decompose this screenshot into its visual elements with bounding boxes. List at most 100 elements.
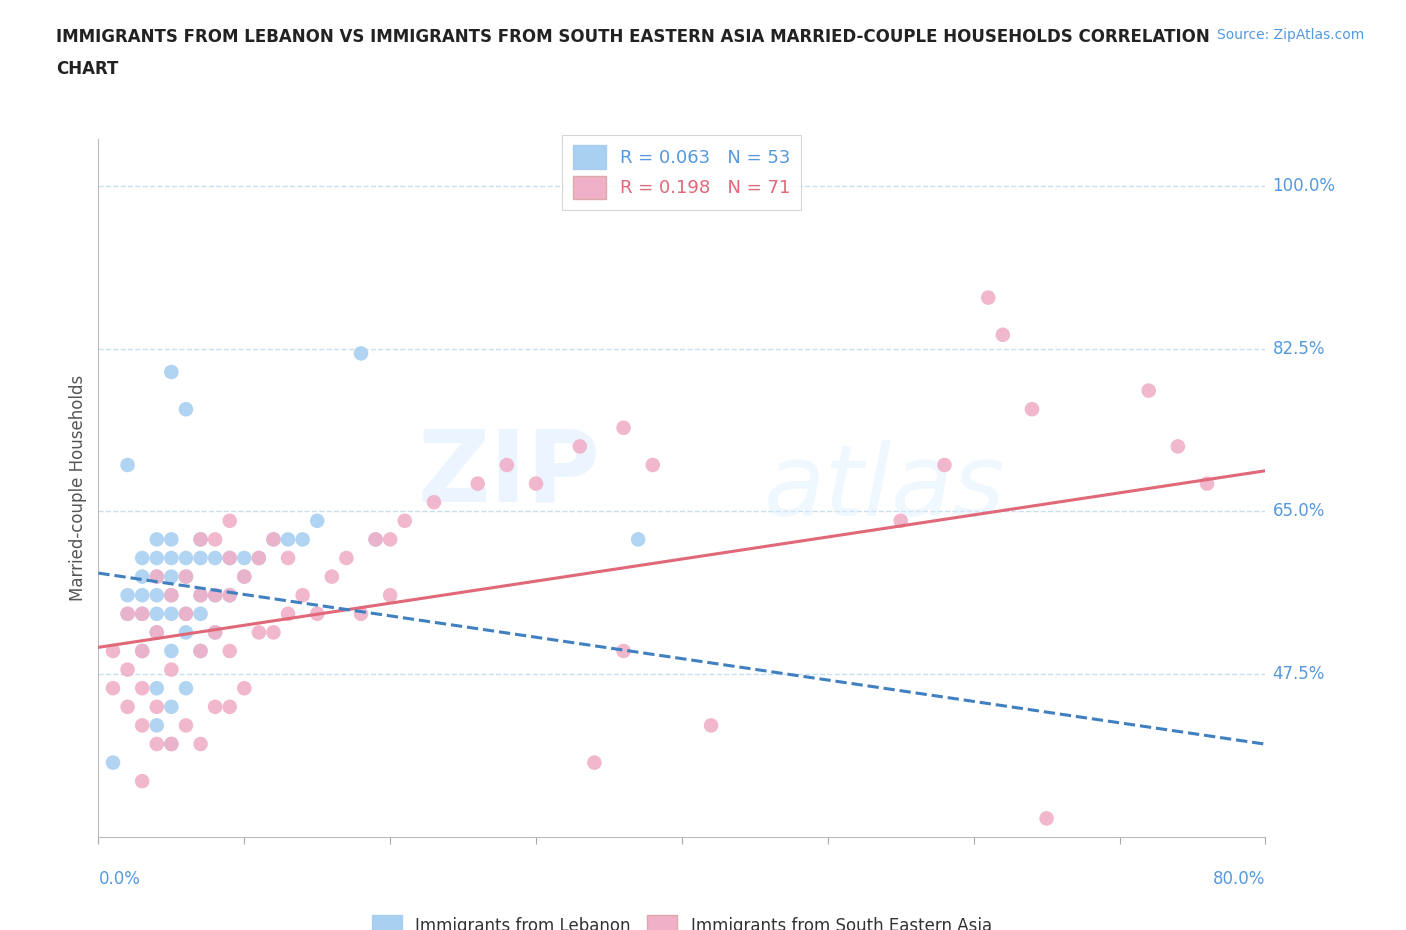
- Point: [117, 606, 139, 621]
- Point: [160, 662, 183, 677]
- Point: [467, 476, 489, 491]
- Point: [146, 569, 169, 584]
- Point: [1195, 476, 1218, 491]
- Point: [131, 644, 153, 658]
- Point: [977, 290, 1000, 305]
- Point: [583, 755, 606, 770]
- Point: [233, 569, 256, 584]
- Text: 100.0%: 100.0%: [1272, 177, 1336, 195]
- Point: [934, 458, 956, 472]
- Point: [131, 588, 153, 603]
- Point: [364, 532, 387, 547]
- Point: [190, 532, 212, 547]
- Point: [247, 625, 270, 640]
- Point: [233, 551, 256, 565]
- Point: [495, 458, 517, 472]
- Point: [204, 699, 226, 714]
- Point: [117, 588, 139, 603]
- Point: [146, 699, 169, 714]
- Point: [378, 588, 402, 603]
- Point: [773, 923, 796, 930]
- Text: ZIP: ZIP: [418, 426, 600, 523]
- Point: [146, 532, 169, 547]
- Point: [1137, 383, 1160, 398]
- Point: [218, 644, 240, 658]
- Point: [247, 551, 270, 565]
- Point: [204, 625, 226, 640]
- Text: IMMIGRANTS FROM LEBANON VS IMMIGRANTS FROM SOUTH EASTERN ASIA MARRIED-COUPLE HOU: IMMIGRANTS FROM LEBANON VS IMMIGRANTS FR…: [56, 28, 1211, 46]
- Point: [160, 551, 183, 565]
- Point: [190, 532, 212, 547]
- Point: [174, 606, 197, 621]
- Point: [101, 644, 124, 658]
- Text: atlas: atlas: [763, 440, 1005, 537]
- Point: [204, 588, 226, 603]
- Text: CHART: CHART: [56, 60, 118, 78]
- Point: [204, 532, 226, 547]
- Point: [890, 513, 912, 528]
- Point: [612, 644, 634, 658]
- Point: [394, 513, 416, 528]
- Point: [307, 513, 329, 528]
- Point: [146, 681, 169, 696]
- Point: [190, 644, 212, 658]
- Text: 47.5%: 47.5%: [1272, 665, 1324, 684]
- Text: 80.0%: 80.0%: [1213, 870, 1265, 887]
- Point: [350, 346, 373, 361]
- Point: [174, 681, 197, 696]
- Point: [218, 699, 240, 714]
- Point: [262, 532, 284, 547]
- Point: [321, 569, 343, 584]
- Point: [131, 569, 153, 584]
- Point: [204, 588, 226, 603]
- Point: [277, 532, 299, 547]
- Point: [218, 513, 240, 528]
- Point: [131, 774, 153, 789]
- Point: [160, 569, 183, 584]
- Point: [146, 625, 169, 640]
- Point: [190, 551, 212, 565]
- Point: [233, 569, 256, 584]
- Point: [364, 532, 387, 547]
- Point: [146, 569, 169, 584]
- Point: [160, 532, 183, 547]
- Point: [131, 606, 153, 621]
- Point: [131, 718, 153, 733]
- Point: [174, 625, 197, 640]
- Point: [190, 588, 212, 603]
- Point: [174, 569, 197, 584]
- Text: 0.0%: 0.0%: [98, 870, 141, 887]
- Text: 65.0%: 65.0%: [1272, 502, 1324, 521]
- Point: [160, 588, 183, 603]
- Point: [146, 718, 169, 733]
- Point: [160, 365, 183, 379]
- Point: [890, 923, 912, 930]
- Point: [262, 625, 284, 640]
- Point: [233, 681, 256, 696]
- Point: [117, 699, 139, 714]
- Point: [627, 532, 650, 547]
- Point: [204, 551, 226, 565]
- Point: [204, 625, 226, 640]
- Point: [641, 458, 664, 472]
- Point: [146, 588, 169, 603]
- Point: [1167, 439, 1189, 454]
- Point: [291, 588, 314, 603]
- Point: [160, 699, 183, 714]
- Text: Source: ZipAtlas.com: Source: ZipAtlas.com: [1216, 28, 1364, 42]
- Point: [190, 644, 212, 658]
- Point: [277, 606, 299, 621]
- Point: [174, 569, 197, 584]
- Point: [291, 532, 314, 547]
- Point: [131, 681, 153, 696]
- Point: [524, 476, 547, 491]
- Point: [277, 551, 299, 565]
- Point: [160, 606, 183, 621]
- Point: [335, 551, 357, 565]
- Point: [131, 606, 153, 621]
- Point: [218, 588, 240, 603]
- Point: [991, 327, 1014, 342]
- Legend: Immigrants from Lebanon, Immigrants from South Eastern Asia: Immigrants from Lebanon, Immigrants from…: [366, 908, 998, 930]
- Point: [160, 588, 183, 603]
- Point: [612, 420, 634, 435]
